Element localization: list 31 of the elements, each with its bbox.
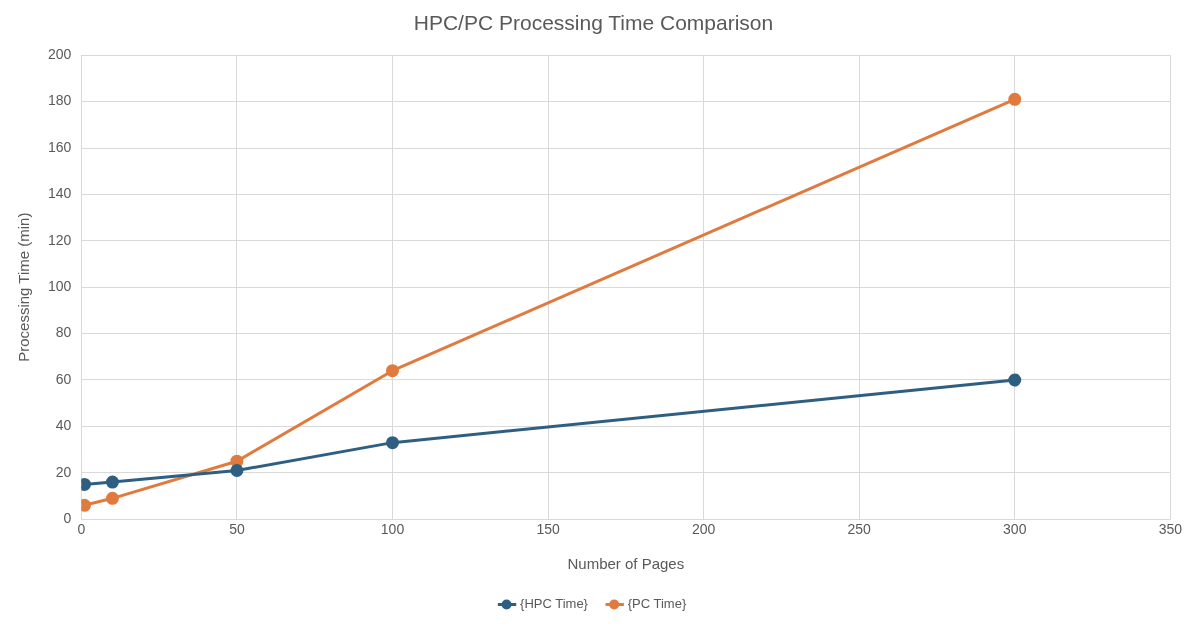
y-tick-label: 0 [63,510,72,527]
x-tick-label: 350 [1158,521,1183,538]
x-tick-label: 200 [691,521,716,538]
point [1008,92,1022,106]
x-tick-label: 100 [380,521,405,538]
y-tick-label: 20 [55,463,72,480]
y-axis-title: Processing Time (min) [15,212,33,362]
chart-title: HPC/PC Processing Time Comparison [413,11,774,35]
point [105,491,119,505]
y-tick-label: 200 [48,46,72,63]
point [230,463,244,477]
x-tick-label: 50 [229,521,245,538]
legend-label: {PC Time} [627,596,687,612]
x-tick-label: 0 [77,521,86,538]
point [385,436,399,450]
x-axis-title: Number of Pages [567,555,685,573]
legend-label: {HPC Time} [520,596,589,612]
x-tick-label: 150 [536,521,560,538]
point [385,364,399,378]
x-tick-label: 250 [847,521,872,538]
y-tick-label: 100 [48,278,72,295]
y-tick-label: 160 [48,138,72,155]
y-tick-label: 180 [48,92,72,109]
y-tick-label: 60 [55,370,72,387]
y-tick-label: 80 [55,324,72,341]
x-tick-label: 300 [1003,521,1027,538]
y-tick-label: 40 [55,417,72,434]
y-tick-label: 140 [48,185,72,202]
point [1008,373,1022,387]
point [105,475,119,489]
y-tick-label: 120 [48,231,72,248]
